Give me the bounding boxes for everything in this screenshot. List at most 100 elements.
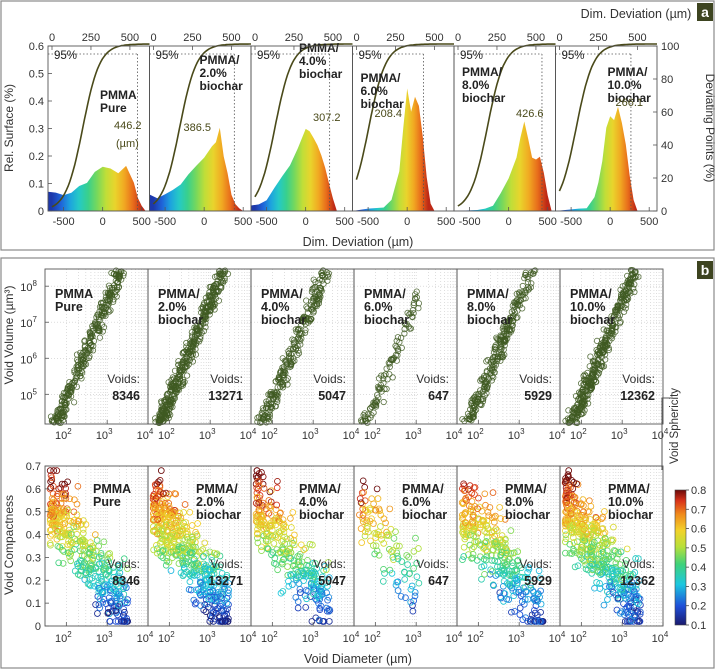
volume-point	[75, 363, 83, 370]
compactness-point	[160, 535, 168, 543]
volume-point	[615, 303, 622, 310]
compactness-point	[116, 569, 124, 577]
compactness-point	[203, 575, 210, 582]
volume-point	[319, 273, 326, 280]
compactness-point	[489, 489, 497, 496]
compactness-point	[318, 573, 326, 581]
volume-point	[193, 340, 200, 347]
colorbar-tick-label: 0.4	[691, 562, 706, 574]
compactness-point	[203, 581, 210, 589]
volume-point	[312, 278, 319, 286]
right-y-tick-label: 60	[661, 107, 673, 119]
voids-label: Voids:	[210, 557, 243, 571]
y-tick-label: 0.2	[26, 575, 41, 587]
volume-point	[388, 356, 396, 363]
voids-label: Voids:	[416, 372, 449, 386]
compactness-point	[188, 533, 196, 541]
volume-point	[494, 353, 501, 361]
compactness-sample-name: Pure	[93, 495, 121, 509]
compactness-point	[359, 515, 367, 522]
compactness-point	[500, 566, 508, 574]
compactness-point	[372, 534, 380, 541]
compactness-point	[183, 568, 190, 576]
compactness-point	[376, 507, 384, 515]
compactness-point	[267, 522, 275, 530]
compactness-point	[275, 513, 283, 521]
volume-point	[168, 380, 175, 388]
compactness-point	[408, 582, 416, 590]
volume-point	[612, 315, 619, 322]
compactness-point	[163, 557, 171, 565]
volume-point	[302, 327, 309, 334]
compactness-point	[490, 582, 497, 589]
compactness-point	[612, 559, 620, 567]
compactness-point	[633, 599, 641, 606]
compactness-point	[562, 501, 570, 509]
volume-point	[65, 392, 72, 399]
compactness-point	[481, 570, 488, 578]
right-y-tick-label: 100	[661, 41, 679, 53]
volume-point	[596, 343, 604, 350]
compactness-point	[225, 580, 232, 587]
x-tick-label: 102	[55, 427, 72, 442]
compactness-point	[67, 541, 74, 549]
compactness-point	[358, 489, 366, 497]
compactness-point	[369, 542, 377, 549]
y-tick-label: 0.6	[26, 484, 41, 496]
compactness-point	[113, 594, 121, 602]
compactness-point	[566, 540, 574, 548]
volume-point	[401, 320, 408, 327]
compactness-point	[109, 564, 117, 572]
volume-point	[203, 309, 210, 316]
compactness-point	[515, 588, 523, 596]
volume-point	[587, 375, 595, 382]
deviation-subplot: 95% PMMA/4.0%biochar 307.2 -500 0 500 0 250 500	[250, 32, 354, 228]
compactness-point	[591, 520, 598, 528]
compactness-point	[277, 549, 285, 557]
compactness-point	[316, 604, 324, 612]
compactness-point	[85, 549, 93, 557]
volume-point	[254, 414, 261, 421]
compactness-point	[188, 522, 196, 529]
volume-point	[201, 315, 208, 322]
compactness-point	[563, 476, 570, 484]
volume-point	[92, 321, 99, 328]
volume-point	[180, 379, 187, 386]
x-tick-label: 103	[199, 630, 216, 645]
compactness-point	[55, 559, 63, 567]
volume-point	[184, 363, 191, 370]
compactness-point	[298, 558, 306, 566]
compactness-point	[181, 501, 189, 508]
compactness-point	[382, 519, 389, 527]
x-tick-label: -500	[560, 216, 582, 228]
compactness-point	[100, 538, 108, 546]
compactness-point	[190, 572, 198, 579]
compactness-point	[200, 553, 207, 560]
compactness-point	[505, 580, 513, 588]
compactness-point	[264, 545, 272, 553]
sample-name: biochar	[361, 97, 405, 111]
histogram-area	[48, 165, 146, 211]
compactness-point	[156, 539, 164, 547]
compactness-point	[94, 593, 102, 600]
compactness-point	[169, 526, 176, 534]
volume-point	[303, 303, 310, 310]
compactness-point	[491, 514, 498, 521]
compactness-sample-name: 4.0%	[299, 495, 328, 509]
compactness-point	[578, 522, 586, 530]
compactness-point	[60, 524, 68, 531]
compactness-point	[393, 542, 400, 550]
volume-point	[614, 306, 622, 313]
compactness-point	[589, 542, 597, 550]
volume-point	[491, 364, 498, 371]
top-x-tick-label: 250	[488, 32, 506, 44]
compactness-point	[591, 584, 598, 592]
compactness-point	[253, 467, 261, 474]
volume-point	[394, 347, 402, 355]
x-tick-label: -500	[357, 216, 379, 228]
compactness-point	[409, 607, 417, 615]
compactness-point	[295, 573, 303, 581]
compactness-point	[459, 528, 466, 536]
compactness-point	[481, 542, 489, 550]
x-tick-label: 500	[234, 216, 252, 228]
